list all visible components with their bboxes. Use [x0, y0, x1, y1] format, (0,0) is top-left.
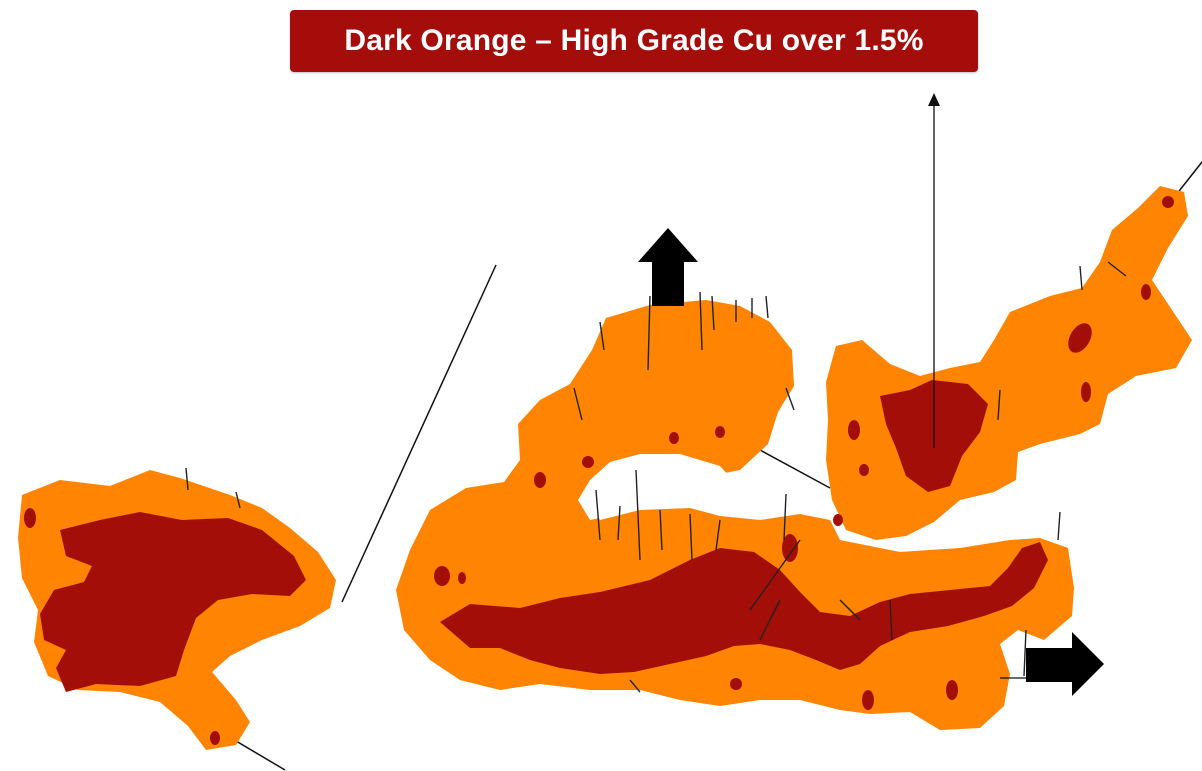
high-grade-spot — [434, 566, 450, 586]
high-grade-left — [40, 512, 306, 692]
orebody-left — [18, 470, 336, 750]
annotation-pointer — [928, 93, 940, 448]
orange-zone-right — [826, 186, 1192, 540]
drill-traces — [185, 261, 1127, 693]
banner-title: Dark Orange – High Grade Cu over 1.5% — [344, 24, 924, 57]
orebody-right — [826, 186, 1192, 540]
arrow-right-icon — [1026, 632, 1104, 696]
arrow-up-icon — [638, 228, 698, 306]
pointer-arrowhead — [928, 93, 940, 106]
high-grade-centre-main — [440, 542, 1048, 674]
high-grade-spot — [24, 508, 36, 528]
title-banner: Dark Orange – High Grade Cu over 1.5% — [290, 10, 978, 72]
orebody-centre — [396, 300, 1074, 730]
high-grade-spot — [1068, 323, 1092, 353]
void-centre — [590, 454, 742, 520]
